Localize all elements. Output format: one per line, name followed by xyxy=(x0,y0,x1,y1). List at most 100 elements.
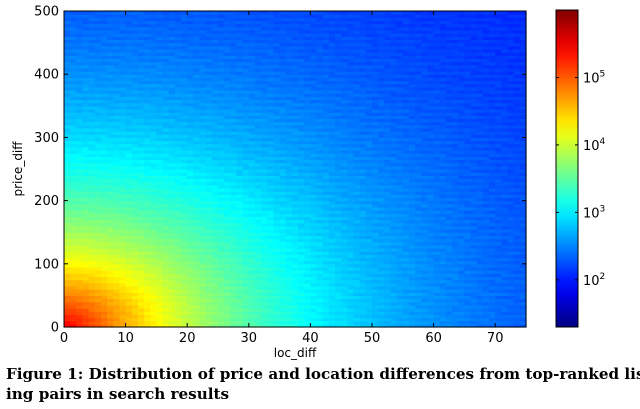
heatmap-cell xyxy=(125,61,133,66)
heatmap-cell xyxy=(64,45,71,50)
heatmap-cell xyxy=(150,187,157,192)
heatmap-cell xyxy=(76,266,84,271)
heatmap-cell xyxy=(144,260,151,265)
heatmap-cell xyxy=(353,165,361,170)
heatmap-cell xyxy=(322,178,330,183)
heatmap-cell xyxy=(199,169,207,173)
heatmap-cell xyxy=(353,64,361,69)
heatmap-cell xyxy=(335,137,342,142)
heatmap-cell xyxy=(119,159,127,164)
heatmap-cell xyxy=(211,86,219,91)
heatmap-cell xyxy=(199,118,207,123)
heatmap-cell xyxy=(125,118,133,123)
heatmap-cell xyxy=(205,282,213,287)
heatmap-cell xyxy=(137,225,145,230)
heatmap-cell xyxy=(267,197,275,202)
heatmap-cell xyxy=(310,254,318,259)
heatmap-cell xyxy=(156,80,164,85)
heatmap-cell xyxy=(150,162,157,167)
heatmap-cell xyxy=(322,153,330,157)
heatmap-cell xyxy=(291,156,299,161)
heatmap-cell xyxy=(187,159,194,164)
heatmap-cell xyxy=(107,131,114,135)
heatmap-cell xyxy=(64,23,71,28)
heatmap-cell xyxy=(94,162,102,167)
heatmap-cell xyxy=(365,150,373,154)
heatmap-cell xyxy=(144,244,151,249)
heatmap-cell xyxy=(285,285,293,290)
heatmap-cell xyxy=(76,184,84,189)
heatmap-cell xyxy=(131,23,139,28)
heatmap-cell xyxy=(211,194,219,199)
heatmap-cell xyxy=(267,42,275,47)
heatmap-cell xyxy=(248,90,256,94)
heatmap-cell xyxy=(150,225,157,230)
heatmap-cell xyxy=(335,263,342,268)
heatmap-cell xyxy=(193,36,201,41)
heatmap-cell xyxy=(335,131,342,135)
heatmap-cell xyxy=(156,241,164,246)
heatmap-cell xyxy=(162,55,170,59)
heatmap-cell xyxy=(162,77,170,82)
heatmap-cell xyxy=(174,55,182,59)
heatmap-cell xyxy=(224,200,231,205)
heatmap-cells xyxy=(64,11,527,328)
heatmap-cell xyxy=(322,320,330,325)
heatmap-cell xyxy=(174,273,182,278)
heatmap-cell xyxy=(193,169,201,173)
heatmap-cell xyxy=(310,48,318,53)
heatmap-cell xyxy=(218,102,225,107)
heatmap-cell xyxy=(76,93,84,97)
heatmap-cell xyxy=(199,251,207,255)
heatmap-cell xyxy=(211,216,219,221)
heatmap-cell xyxy=(107,153,114,157)
heatmap-cell xyxy=(365,289,373,293)
heatmap-cell xyxy=(304,241,311,246)
heatmap-cell xyxy=(131,48,139,53)
heatmap-cell xyxy=(113,86,121,91)
heatmap-cell xyxy=(224,216,231,221)
heatmap-cell xyxy=(328,282,336,287)
heatmap-cell xyxy=(267,276,275,281)
heatmap-cell xyxy=(70,263,77,268)
heatmap-cell xyxy=(310,273,318,278)
heatmap-cell xyxy=(298,289,305,293)
heatmap-cell xyxy=(353,33,361,37)
heatmap-cell xyxy=(168,118,176,123)
heatmap-cell xyxy=(298,175,305,180)
heatmap-cell xyxy=(273,77,281,82)
heatmap-cell xyxy=(285,241,293,246)
heatmap-cell xyxy=(193,235,201,240)
heatmap-cell xyxy=(273,48,281,53)
heatmap-cell xyxy=(125,219,133,224)
heatmap-cell xyxy=(316,314,324,319)
heatmap-cell xyxy=(224,225,231,230)
heatmap-cell xyxy=(322,118,330,123)
heatmap-cell xyxy=(88,20,96,25)
heatmap-cell xyxy=(279,181,287,186)
heatmap-cell xyxy=(359,292,367,296)
heatmap-cell xyxy=(193,244,201,249)
heatmap-cell xyxy=(193,58,201,63)
heatmap-cell xyxy=(131,203,139,208)
heatmap-cell xyxy=(82,248,90,252)
heatmap-cell xyxy=(347,194,355,199)
heatmap-cell xyxy=(335,301,342,306)
heatmap-cell xyxy=(304,61,311,66)
heatmap-cell xyxy=(205,61,213,66)
heatmap-cell xyxy=(224,108,231,113)
heatmap-cell xyxy=(291,96,299,101)
heatmap-cell xyxy=(365,235,373,240)
heatmap-cell xyxy=(187,115,194,120)
heatmap-cell xyxy=(88,11,96,15)
heatmap-cell xyxy=(205,169,213,173)
heatmap-cell xyxy=(224,181,231,186)
heatmap-cell xyxy=(335,134,342,138)
heatmap-cell xyxy=(267,254,275,259)
heatmap-cell xyxy=(125,162,133,167)
heatmap-cell xyxy=(119,102,127,107)
heatmap-cell xyxy=(365,308,373,312)
heatmap-cell xyxy=(261,36,268,41)
heatmap-cell xyxy=(335,184,342,189)
heatmap-cell xyxy=(291,203,299,208)
